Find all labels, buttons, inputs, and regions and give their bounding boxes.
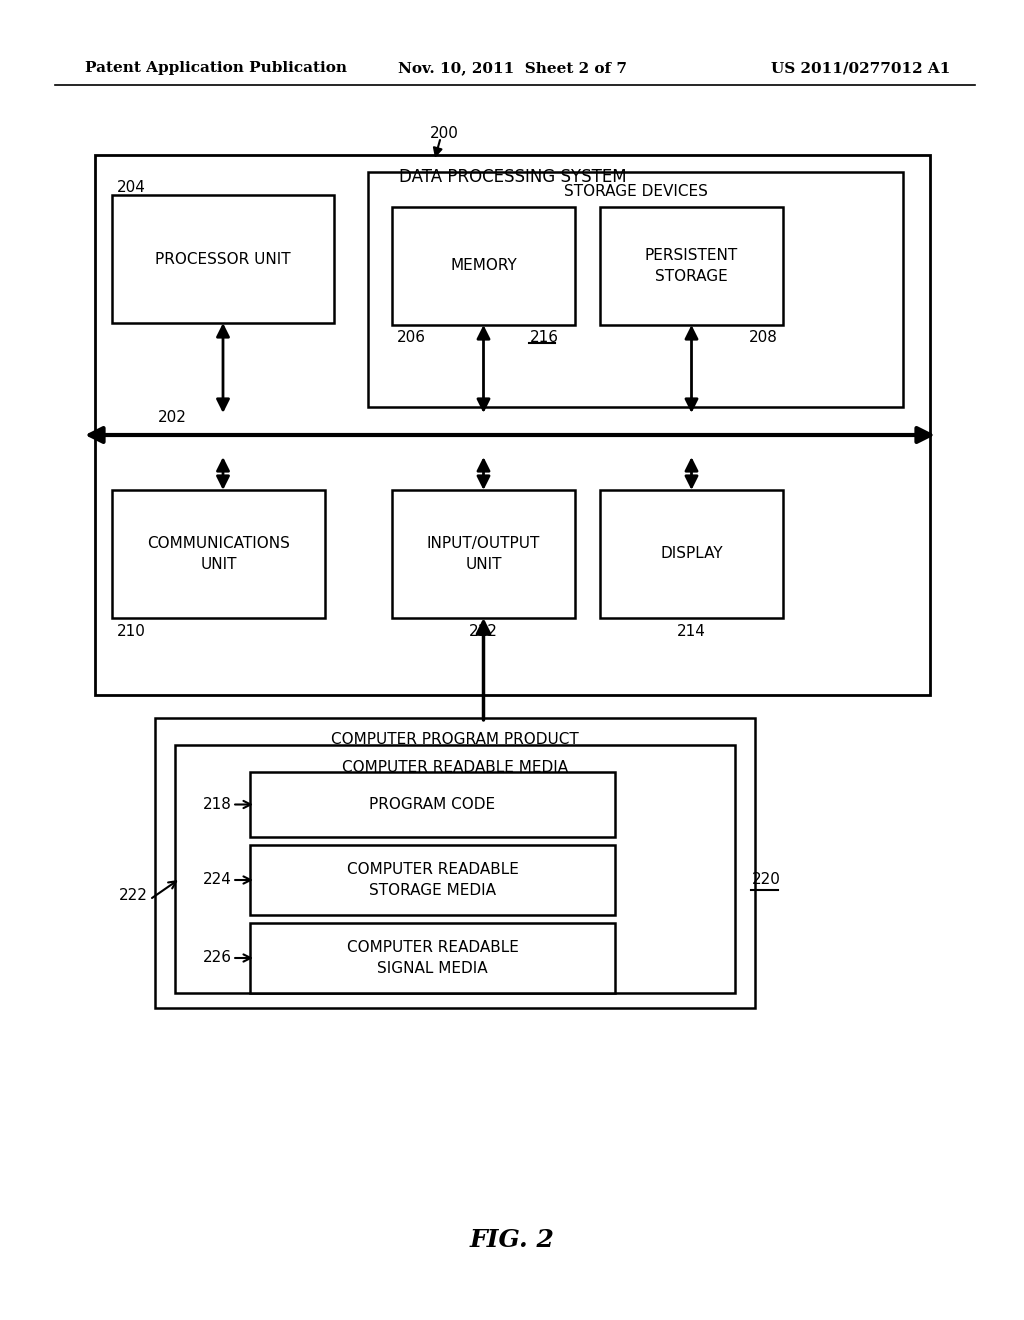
Text: COMMUNICATIONS
UNIT: COMMUNICATIONS UNIT (147, 536, 290, 572)
Bar (392, 207, 575, 325)
Bar (112, 195, 334, 323)
Text: PROGRAM CODE: PROGRAM CODE (370, 797, 496, 812)
Bar (600, 207, 783, 325)
Text: DATA PROCESSING SYSTEM: DATA PROCESSING SYSTEM (398, 168, 627, 186)
Text: INPUT/OUTPUT
UNIT: INPUT/OUTPUT UNIT (427, 536, 541, 572)
Text: COMPUTER READABLE
STORAGE MEDIA: COMPUTER READABLE STORAGE MEDIA (346, 862, 518, 898)
Bar (95, 154, 930, 696)
Text: US 2011/0277012 A1: US 2011/0277012 A1 (771, 61, 950, 75)
Text: 226: 226 (203, 950, 232, 965)
Bar (155, 718, 755, 1008)
Bar (392, 490, 575, 618)
Bar (250, 845, 615, 915)
Text: COMPUTER PROGRAM PRODUCT: COMPUTER PROGRAM PRODUCT (331, 733, 579, 747)
Text: 202: 202 (158, 411, 186, 425)
Bar (368, 172, 903, 407)
Text: MEMORY: MEMORY (451, 259, 517, 273)
Text: COMPUTER READABLE
SIGNAL MEDIA: COMPUTER READABLE SIGNAL MEDIA (346, 940, 518, 975)
Text: 212: 212 (469, 624, 498, 639)
Text: 200: 200 (430, 125, 459, 140)
Text: Patent Application Publication: Patent Application Publication (85, 61, 347, 75)
Text: 210: 210 (117, 624, 145, 639)
Text: 216: 216 (530, 330, 559, 345)
Text: 224: 224 (203, 873, 232, 887)
Text: 220: 220 (752, 873, 781, 887)
Text: 214: 214 (677, 624, 706, 639)
Text: DISPLAY: DISPLAY (660, 546, 723, 561)
Bar (112, 490, 325, 618)
Text: COMPUTER READABLE MEDIA: COMPUTER READABLE MEDIA (342, 759, 568, 775)
Bar (175, 744, 735, 993)
Bar (250, 772, 615, 837)
Bar (250, 923, 615, 993)
Text: 218: 218 (203, 797, 232, 812)
Text: Nov. 10, 2011  Sheet 2 of 7: Nov. 10, 2011 Sheet 2 of 7 (397, 61, 627, 75)
Text: STORAGE DEVICES: STORAGE DEVICES (563, 185, 708, 199)
Text: 222: 222 (119, 887, 148, 903)
Text: 204: 204 (117, 180, 145, 194)
Text: PROCESSOR UNIT: PROCESSOR UNIT (156, 252, 291, 267)
Bar (600, 490, 783, 618)
Text: 208: 208 (750, 330, 778, 345)
Text: 206: 206 (397, 330, 426, 345)
Text: FIG. 2: FIG. 2 (470, 1228, 554, 1251)
Text: PERSISTENT
STORAGE: PERSISTENT STORAGE (645, 248, 738, 284)
